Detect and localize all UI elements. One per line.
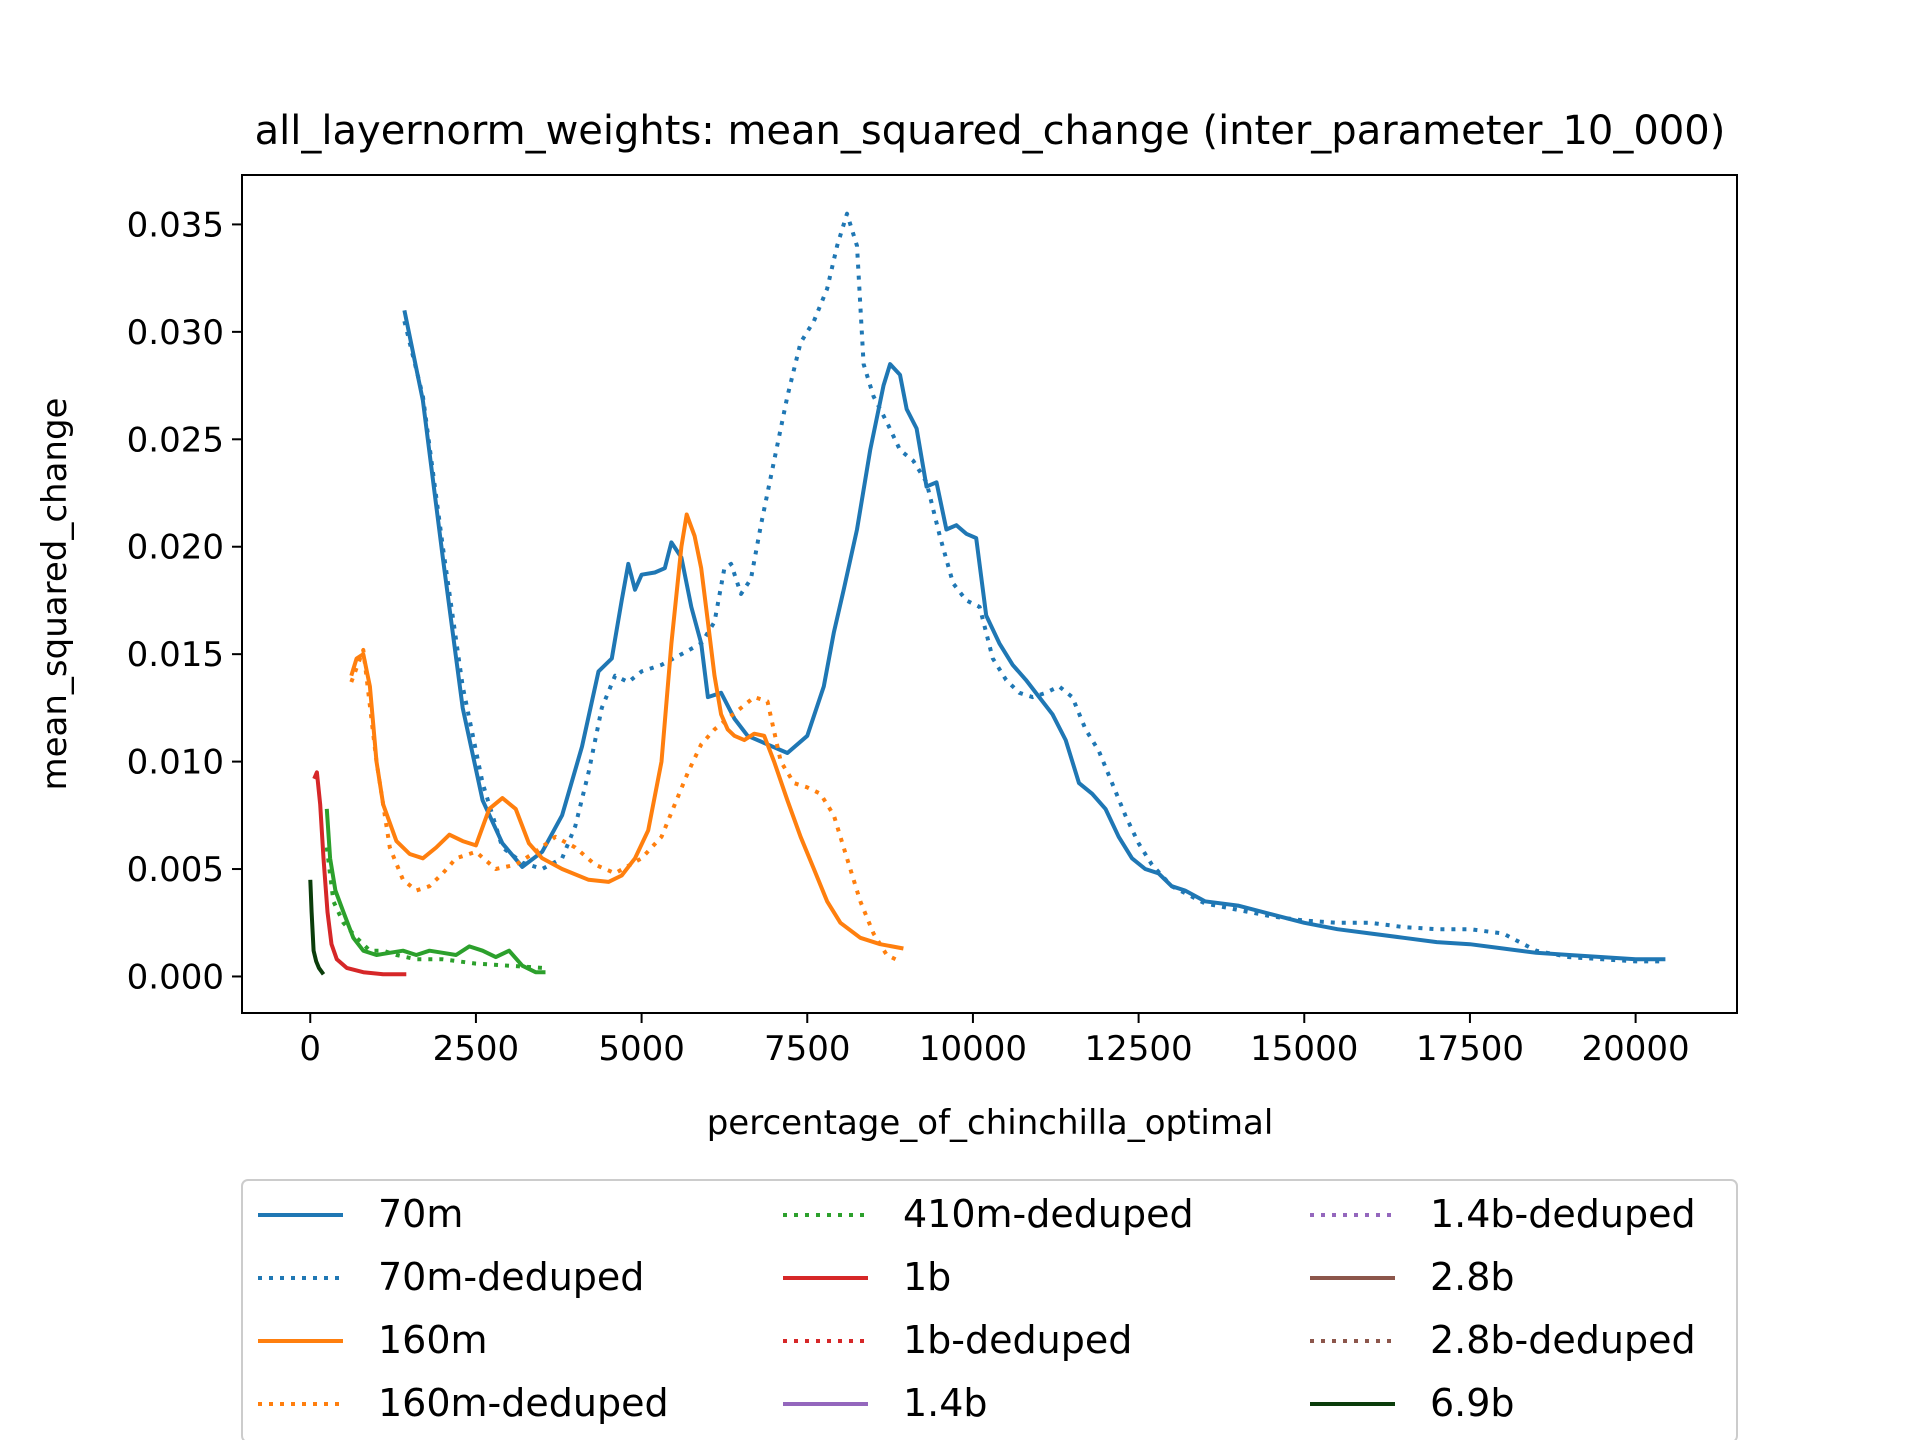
series-line-410m bbox=[324, 808, 546, 975]
legend-label: 2.8b-deduped bbox=[1430, 1318, 1696, 1362]
y-axis-label: mean_squared_change bbox=[35, 398, 75, 791]
y-tick-label: 0.000 bbox=[127, 957, 224, 997]
x-tick-label: 0 bbox=[299, 1029, 321, 1069]
series-line-70m bbox=[402, 309, 1666, 962]
x-tick-label: 15000 bbox=[1250, 1029, 1358, 1069]
legend-label: 70m bbox=[378, 1192, 463, 1236]
x-tick-label: 10000 bbox=[919, 1029, 1027, 1069]
series-layer bbox=[308, 211, 1666, 977]
series-line-70m-deduped bbox=[402, 211, 1666, 964]
x-axis-label: percentage_of_chinchilla_optimal bbox=[707, 1103, 1274, 1143]
y-tick-label: 0.005 bbox=[127, 850, 224, 890]
legend-label: 70m-deduped bbox=[378, 1255, 644, 1299]
x-tick-label: 20000 bbox=[1582, 1029, 1690, 1069]
legend-label: 1.4b-deduped bbox=[1430, 1192, 1696, 1236]
y-tick-label: 0.010 bbox=[127, 743, 224, 783]
x-tick-label: 12500 bbox=[1085, 1029, 1193, 1069]
y-axis: 0.000 0.005 0.010 0.015 0.020 0.025 0.030 0.035 bbox=[127, 205, 242, 997]
x-tick-label: 5000 bbox=[598, 1029, 685, 1069]
y-tick-label: 0.020 bbox=[127, 528, 224, 568]
plot-frame bbox=[241, 174, 1738, 1014]
x-axis: 0 2500 5000 7500 10000 12500 15000 17500 20000 bbox=[299, 1013, 1690, 1069]
x-tick-label: 17500 bbox=[1416, 1029, 1524, 1069]
legend-label: 1.4b bbox=[903, 1381, 988, 1425]
series-line-1b bbox=[312, 770, 407, 977]
chart-title: all_layernorm_weights: mean_squared_chan… bbox=[255, 108, 1726, 154]
x-tick-label: 2500 bbox=[433, 1029, 520, 1069]
legend-label: 2.8b bbox=[1430, 1255, 1515, 1299]
y-tick-label: 0.030 bbox=[127, 313, 224, 353]
legend-label: 1b bbox=[903, 1255, 951, 1299]
x-tick-label: 7500 bbox=[764, 1029, 851, 1069]
series-line-160m bbox=[349, 512, 904, 951]
legend-label: 160m-deduped bbox=[378, 1381, 669, 1425]
series-line-160m-deduped bbox=[349, 647, 901, 964]
y-tick-label: 0.015 bbox=[127, 635, 224, 675]
legend-label: 1b-deduped bbox=[903, 1318, 1132, 1362]
y-tick-label: 0.025 bbox=[127, 420, 224, 460]
legend-frame bbox=[241, 1179, 1738, 1440]
legend-label: 6.9b bbox=[1430, 1381, 1515, 1425]
legend-label: 410m-deduped bbox=[903, 1192, 1194, 1236]
y-tick-label: 0.035 bbox=[127, 205, 224, 245]
legend: 70m 70m-deduped 160m 160m-deduped 410m-dedup… bbox=[241, 1179, 1738, 1440]
legend-label: 160m bbox=[378, 1318, 488, 1362]
series-line-6.9b bbox=[308, 879, 326, 976]
